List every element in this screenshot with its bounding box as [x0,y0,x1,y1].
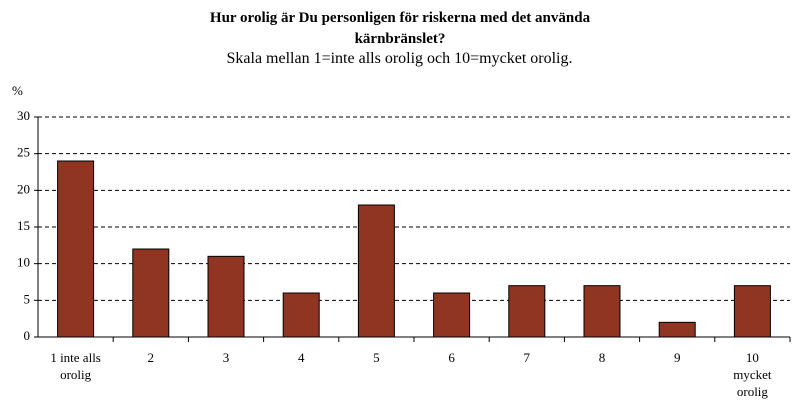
bar [433,292,471,338]
x-tick-label: 4 [297,350,305,365]
y-tick-label: 0 [24,328,31,343]
x-tick-label: 9 [673,350,681,365]
bar [57,160,95,338]
chart-title: Hur orolig är Du personligen för riskern… [209,10,591,47]
y-tick-label: 25 [17,145,30,160]
x-tick-label: 6 [448,350,455,365]
bar [282,292,320,338]
y-tick-label: 10 [17,255,30,270]
chart-subtitle: Skala mellan 1=inte alls orolig och 10=m… [226,50,573,67]
y-tick-label: 30 [17,108,30,123]
x-tick-label: 8 [598,350,606,365]
x-tick-label: 2 [147,350,155,365]
x-tick-label: 10 mycket orolig [733,350,772,399]
x-tick-label: 3 [222,350,230,365]
bar [583,285,621,338]
y-tick-label: 15 [17,218,30,233]
bar [733,285,771,338]
x-tick-label: 1 inte alls orolig [50,350,101,382]
bar [132,248,170,338]
bar [207,255,245,338]
y-tick-label: 20 [17,181,30,196]
bar [658,321,696,338]
bar [508,285,546,338]
x-tick-label: 5 [373,350,380,365]
y-axis-label: % [12,83,23,98]
bar [357,204,395,338]
y-tick-label: 5 [24,291,31,306]
x-tick-label: 7 [523,350,531,365]
